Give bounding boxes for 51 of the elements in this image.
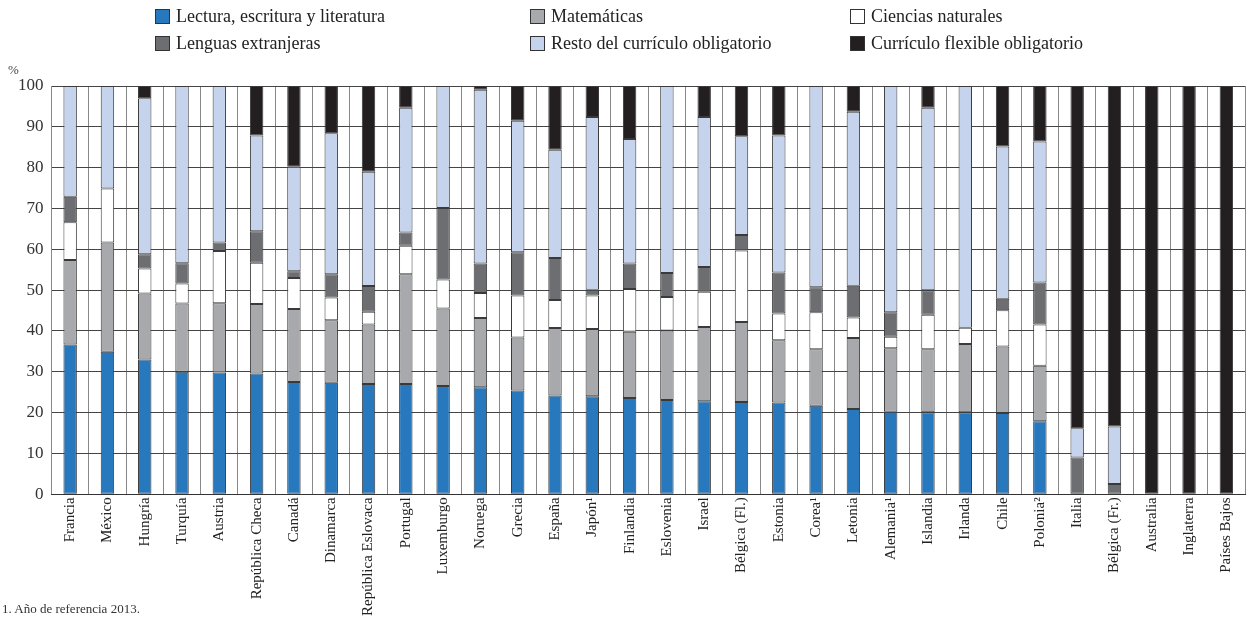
x-tick-label: Eslovenia xyxy=(657,496,674,557)
x-tick-label: Canadá xyxy=(284,496,301,543)
x-tick-label: Estonia xyxy=(769,496,786,543)
legend-label: Ciencias naturales xyxy=(871,6,1003,27)
x-tick-label: Dinamarca xyxy=(322,496,339,564)
x-tick-label: Grecia xyxy=(508,496,525,538)
x-tick-label: Alemania¹ xyxy=(881,497,898,561)
x-tick-label: Irlanda xyxy=(956,496,973,540)
legend-label: Lenguas extranjeras xyxy=(176,33,321,54)
x-tick-label: Países Bajos xyxy=(1217,497,1234,573)
x-tick-label: Austria xyxy=(210,496,227,542)
legend-label: Resto del currículo obligatorio xyxy=(551,33,772,54)
x-tick-label: Luxemburgo xyxy=(434,497,451,575)
x-tick-label: Israel xyxy=(695,497,712,531)
x-tick-label: Italia xyxy=(1068,496,1085,529)
x-tick-label: Portugal xyxy=(396,497,413,549)
x-tick-label: Letonia xyxy=(844,496,861,544)
y-tick-label: 30 xyxy=(26,361,44,381)
y-tick-label: 80 xyxy=(26,157,44,177)
x-tick-label: Corea¹ xyxy=(807,497,824,538)
x-tick-label: Australia xyxy=(1142,496,1159,553)
legend-label: Matemáticas xyxy=(551,6,643,27)
x-tick-label: Hungría xyxy=(135,496,152,547)
x-tick-label: República Eslovaca xyxy=(359,496,376,617)
x-tick-label: Islandia xyxy=(918,496,935,545)
x-tick-label: Polonia² xyxy=(1030,496,1047,548)
x-tick-label: Japón¹ xyxy=(583,497,600,537)
y-axis-title: % xyxy=(8,62,20,77)
x-tick-label: Turquía xyxy=(172,496,189,545)
y-tick-label: 70 xyxy=(26,197,44,217)
y-tick-label: 60 xyxy=(26,238,44,258)
x-tick-label: España xyxy=(545,496,562,541)
x-tick-label: Inglaterra xyxy=(1179,496,1196,556)
legend-label: Currículo flexible obligatorio xyxy=(871,33,1083,54)
y-tick-label: 10 xyxy=(26,442,44,462)
y-tick-label: 90 xyxy=(26,116,44,136)
y-tick-label: 40 xyxy=(26,320,44,340)
legend-label: Lectura, escritura y literatura xyxy=(176,6,385,27)
y-tick-label: 50 xyxy=(26,279,44,299)
x-tick-label: República Checa xyxy=(247,496,264,600)
text: 1. Año de referencia 2013. xyxy=(2,601,140,617)
x-tick-label: Finlandia xyxy=(620,496,637,554)
y-tick-label: 100 xyxy=(18,75,44,95)
x-tick-label: Noruega xyxy=(471,496,488,549)
x-tick-label: México xyxy=(98,497,115,544)
y-tick-label: 0 xyxy=(35,483,44,503)
x-tick-label: Chile xyxy=(993,496,1010,530)
x-tick-label: Bélgica (Fr.) xyxy=(1105,497,1123,574)
x-tick-label: Francia xyxy=(61,496,78,543)
x-tick-label: Bélgica (Fl.) xyxy=(732,497,750,574)
y-tick-label: 20 xyxy=(26,402,44,422)
